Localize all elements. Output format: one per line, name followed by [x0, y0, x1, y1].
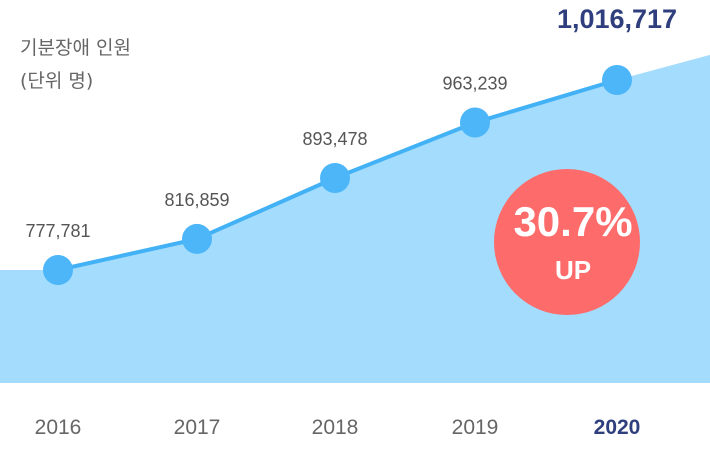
- x-tick-2020: 2020: [594, 416, 641, 439]
- x-tick-2016: 2016: [35, 416, 82, 439]
- value-label-2017: 816,859: [164, 190, 229, 210]
- badge-up-label: UP: [555, 255, 591, 285]
- value-label-2019: 963,239: [442, 74, 507, 94]
- x-tick-2017: 2017: [174, 416, 221, 439]
- badge-percent: 30.7%: [513, 198, 632, 245]
- data-point-2017: [182, 223, 212, 254]
- value-label-2020: 1,016,717: [557, 4, 677, 34]
- x-tick-2018: 2018: [312, 416, 359, 439]
- data-point-2016: [43, 255, 73, 285]
- badge-circle: [494, 169, 640, 315]
- y-axis-title: 기분장애 인원: [20, 37, 131, 59]
- data-point-2019: [460, 107, 490, 138]
- value-label-2018: 893,478: [302, 129, 367, 149]
- value-label-2016: 777,781: [25, 221, 90, 241]
- data-point-2020: [602, 65, 632, 95]
- y-axis-unit: (단위 명): [20, 70, 94, 92]
- x-tick-2019: 2019: [452, 416, 499, 439]
- data-point-2018: [320, 162, 350, 193]
- growth-badge: 30.7% UP: [494, 169, 640, 315]
